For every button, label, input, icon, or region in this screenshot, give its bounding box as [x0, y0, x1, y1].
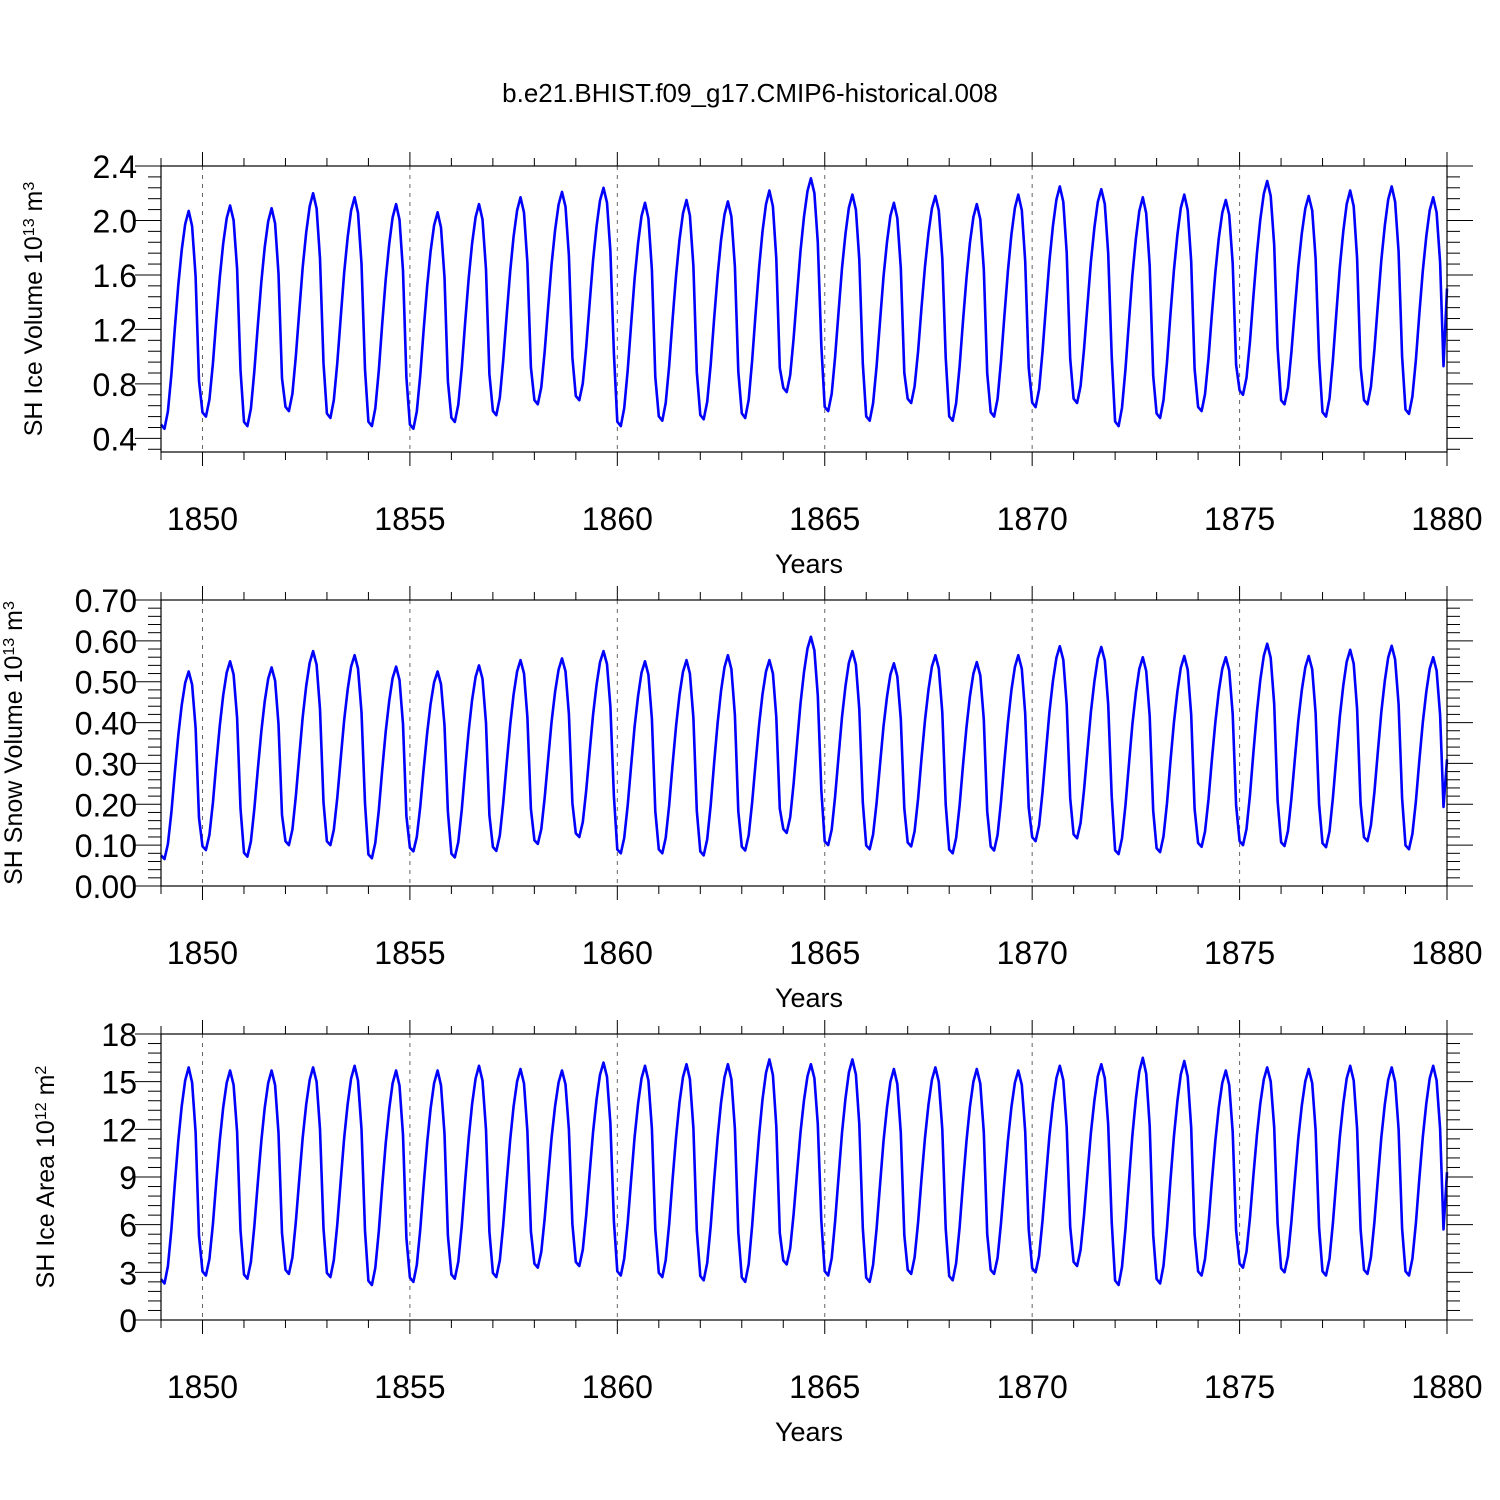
plot-frame	[160, 599, 1448, 887]
x-tick-label: 1880	[1411, 501, 1482, 537]
y-tick-label: 0.00	[75, 869, 137, 905]
y-axis-label-superscript: 3	[21, 182, 38, 191]
y-axis-label-superscript: 13	[1, 638, 18, 656]
data-line	[159, 1056, 1449, 1287]
x-tick-label: 1860	[582, 1369, 653, 1405]
data-line	[159, 177, 1449, 431]
y-tick-label: 0.70	[75, 583, 137, 619]
x-axis-label: Years	[775, 983, 843, 1013]
y-tick-label: 2.0	[93, 203, 137, 239]
panel-1: 0.4 0.8 1.2 1.6 2.0 2.4 1850 1855 1860 1865 1870 18…	[20, 149, 1483, 579]
y-tick-label: 15	[101, 1065, 137, 1101]
y-axis-label-superscript: 12	[33, 1102, 50, 1120]
y-tick-label: 0.60	[75, 624, 137, 660]
x-tick-label: 1870	[997, 935, 1068, 971]
y-tick-label: 0.40	[75, 706, 137, 742]
y-tick-label: 12	[101, 1112, 137, 1148]
x-axis-label: Years	[775, 1417, 843, 1447]
panel-2: 0.00 0.10 0.20 0.30 0.40 0.50 0.60 0.70 1850 1855…	[0, 583, 1483, 1013]
y-tick-label: 1.6	[93, 258, 137, 294]
x-tick-label: 1860	[582, 501, 653, 537]
plot-frame	[160, 165, 1448, 453]
x-tick-label: 1850	[167, 501, 238, 537]
x-tick-label: 1855	[374, 935, 445, 971]
y-axis-label-part: SH Ice Volume 10	[20, 236, 48, 436]
x-tick-label: 1865	[789, 1369, 860, 1405]
x-tick-label: 1855	[374, 1369, 445, 1405]
y-axis-label-superscript: 3	[1, 601, 18, 610]
x-tick-label: 1875	[1204, 935, 1275, 971]
y-axis-label-part: SH Snow Volume 10	[0, 656, 28, 885]
chart-title: b.e21.BHIST.f09_g17.CMIP6-historical.008	[502, 78, 998, 108]
y-tick-label: 0.4	[93, 421, 137, 457]
y-tick-label: 0.20	[75, 787, 137, 823]
x-tick-label: 1855	[374, 501, 445, 537]
y-axis-label-part: m	[32, 1075, 60, 1103]
x-tick-label: 1875	[1204, 1369, 1275, 1405]
data-line	[160, 635, 1449, 861]
y-axis-label-superscript: 2	[33, 1066, 50, 1075]
y-tick-label: 18	[101, 1017, 137, 1053]
y-axis-label-part: SH Ice Area 10	[32, 1120, 60, 1288]
y-tick-label: 0	[119, 1303, 137, 1339]
x-axis-label: Years	[775, 549, 843, 579]
x-tick-label: 1880	[1411, 935, 1482, 971]
x-tick-label: 1865	[789, 935, 860, 971]
x-tick-label: 1850	[167, 1369, 238, 1405]
y-tick-label: 0.30	[75, 746, 137, 782]
x-tick-label: 1860	[582, 935, 653, 971]
x-tick-label: 1870	[997, 501, 1068, 537]
y-tick-label: 0.8	[93, 367, 137, 403]
y-tick-label: 6	[119, 1208, 137, 1244]
y-tick-label: 2.4	[93, 149, 137, 185]
y-tick-label: 0.10	[75, 828, 137, 864]
y-axis-label-superscript: 13	[21, 218, 38, 236]
x-tick-label: 1870	[997, 1369, 1068, 1405]
x-tick-label: 1865	[789, 501, 860, 537]
y-tick-label: 1.2	[93, 312, 137, 348]
x-tick-label: 1875	[1204, 501, 1275, 537]
y-axis-label: SH Ice Volume 1013 m3	[20, 182, 48, 437]
y-axis-label: SH Snow Volume 1013 m3	[0, 601, 28, 885]
y-axis-label-part: m	[20, 191, 48, 219]
y-tick-label: 9	[119, 1160, 137, 1196]
y-axis-label-part: m	[0, 610, 28, 638]
panel-3: 0 3 6 9 12 15 18 1850 1855 1860 1865 1870 1875 1880 Ye…	[32, 1017, 1483, 1447]
y-tick-label: 0.50	[75, 665, 137, 701]
x-tick-label: 1880	[1411, 1369, 1482, 1405]
x-tick-label: 1850	[167, 935, 238, 971]
y-tick-label: 3	[119, 1255, 137, 1291]
y-axis-label: SH Ice Area 1012 m2	[32, 1066, 60, 1289]
